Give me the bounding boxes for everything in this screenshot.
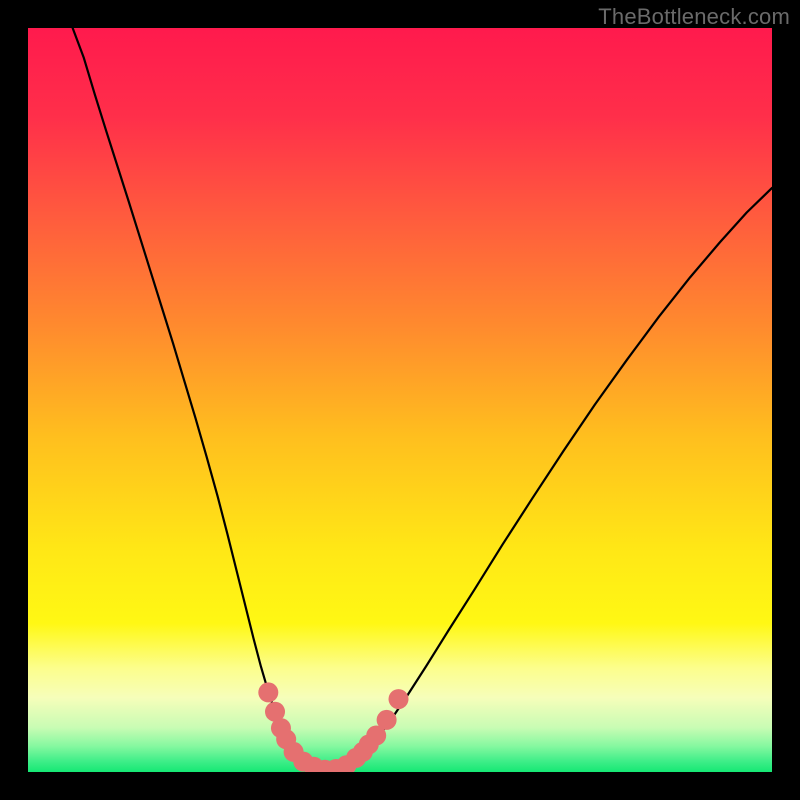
marker-dot (377, 710, 397, 730)
marker-dot (389, 689, 409, 709)
plot-area (28, 28, 772, 772)
chart-background (28, 28, 772, 772)
marker-dot (258, 682, 278, 702)
outer-frame: TheBottleneck.com (0, 0, 800, 800)
watermark-text: TheBottleneck.com (598, 4, 790, 30)
chart-svg (28, 28, 772, 772)
